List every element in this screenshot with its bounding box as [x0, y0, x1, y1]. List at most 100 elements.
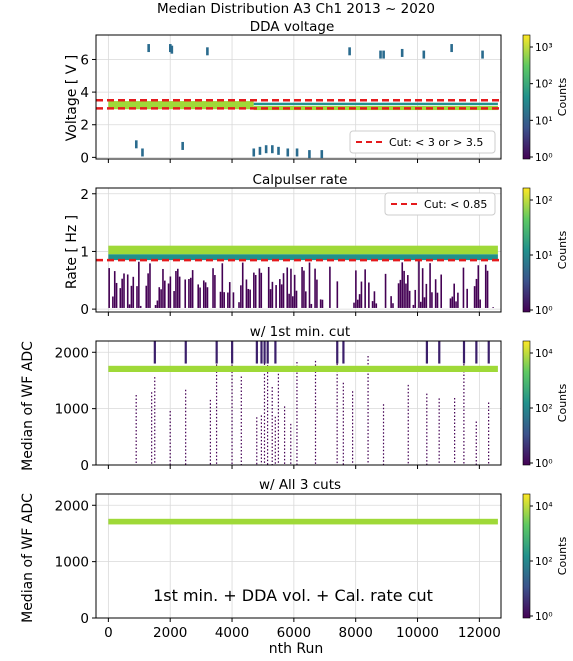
outlier-point	[264, 145, 268, 154]
sparse-column	[279, 279, 281, 308]
x-tick-label: 4000	[215, 625, 249, 641]
sparse-column	[249, 289, 251, 308]
sparse-column	[126, 274, 129, 308]
outlier-point	[308, 150, 311, 159]
outlier-point	[422, 50, 426, 59]
colorbar: 10⁰ 10² 10⁴ Counts	[522, 493, 569, 623]
y-axis-label: Median of WF ADC	[20, 493, 36, 623]
outlier-point	[481, 50, 484, 59]
y-tick-label: 4	[80, 85, 89, 101]
sparse-column	[121, 278, 123, 308]
sparse-column	[199, 287, 201, 308]
sparse-column	[147, 273, 149, 308]
sparse-column	[436, 292, 439, 308]
sparse-column	[353, 302, 355, 308]
sparse-column	[123, 273, 125, 308]
sparse-column	[418, 260, 420, 308]
density-band	[108, 518, 498, 525]
outlier-streak-top	[255, 341, 258, 364]
figure-suptitle: Median Distribution A3 Ch1 2013 ~ 2020	[157, 1, 435, 17]
colorbar-tick-label: 10⁰	[535, 305, 553, 317]
panel-title: DDA voltage	[250, 19, 335, 35]
outlier-point	[277, 146, 280, 155]
outlier-streak-top	[274, 341, 277, 364]
sparse-column	[228, 282, 231, 308]
cut-annotation: 1st min. + DDA vol. + Cal. rate cut	[153, 586, 433, 605]
sparse-column	[275, 285, 277, 308]
sparse-column	[288, 293, 290, 308]
sparse-column	[304, 291, 307, 308]
sparse-column	[462, 267, 465, 308]
y-axis-label: Median of WF ADC	[20, 341, 36, 471]
sparse-column	[156, 300, 159, 308]
sparse-column	[371, 301, 374, 308]
colorbar-tick-label: 10⁰	[535, 458, 553, 470]
colorbar: 10⁰ 10¹ 10² Counts	[522, 187, 569, 317]
density-band	[108, 365, 498, 372]
sparse-column	[399, 279, 402, 308]
plot-frame	[95, 493, 502, 619]
y-tick-label: 6	[80, 52, 89, 68]
sparse-column	[412, 304, 415, 308]
sparse-column	[139, 305, 142, 308]
colorbar-tick-label: 10⁰	[535, 152, 553, 164]
sparse-column	[178, 276, 181, 308]
density-band	[108, 245, 498, 255]
sparse-column	[113, 271, 116, 308]
outlier-point	[252, 148, 256, 157]
panel-dda-voltage: DDA voltage 0 2 4 6 Voltage [ V ] Cut: < 3 …	[64, 19, 569, 166]
sparse-column	[414, 289, 417, 308]
outlier-point	[271, 145, 274, 154]
sparse-column	[310, 303, 313, 308]
density-band	[108, 101, 254, 110]
sparse-column	[241, 262, 244, 308]
sparse-column	[303, 270, 305, 308]
sparse-column	[401, 262, 404, 308]
sparse-column	[397, 283, 400, 308]
outlier-streak-top	[336, 341, 339, 364]
outlier-streak-top	[260, 341, 263, 364]
colorbar-tick-label: 10¹	[535, 115, 553, 127]
sparse-column	[408, 290, 411, 308]
sparse-column	[316, 279, 318, 308]
colorbar-tick-label: 10²	[535, 403, 553, 415]
sparse-column	[301, 267, 303, 308]
outlier-point	[168, 44, 172, 53]
colorbar-tick-label: 10²	[535, 79, 553, 91]
sparse-column	[486, 270, 489, 308]
sparse-column	[269, 289, 272, 308]
y-tick-label: 0	[80, 302, 89, 318]
sparse-column	[160, 289, 162, 308]
colorbar-label: Counts	[556, 537, 569, 576]
sparse-column	[321, 299, 324, 308]
plot-frame	[95, 187, 502, 313]
sparse-column	[132, 276, 135, 308]
sparse-column	[425, 283, 428, 308]
outlier-streak-top	[184, 341, 187, 364]
sparse-column	[149, 263, 151, 308]
sparse-column	[164, 280, 166, 308]
outlier-streak-top	[266, 341, 269, 364]
sparse-column	[254, 274, 257, 308]
outlier-point	[348, 47, 351, 56]
sparse-column	[158, 287, 161, 308]
plot-background	[96, 341, 501, 465]
outlier-point	[379, 50, 382, 59]
legend-label: Cut: < 0.85	[424, 198, 487, 211]
sparse-column	[169, 276, 172, 308]
sparse-column	[286, 267, 289, 308]
outlier-streak-top	[153, 341, 156, 364]
sparse-column	[355, 270, 357, 308]
legend: Cut: < 3 or > 3.5	[349, 130, 496, 154]
sparse-column	[384, 273, 387, 308]
sparse-column	[188, 279, 190, 308]
outlier-point	[295, 148, 299, 157]
sparse-column	[214, 275, 216, 308]
sparse-column	[112, 296, 114, 308]
panel-title: w/ 1st min. cut	[250, 324, 350, 340]
sparse-column	[358, 294, 361, 308]
sparse-column	[453, 283, 455, 308]
y-tick-label: 1	[80, 244, 89, 260]
colorbar-gradient	[522, 187, 531, 313]
outlier-point	[450, 44, 453, 53]
